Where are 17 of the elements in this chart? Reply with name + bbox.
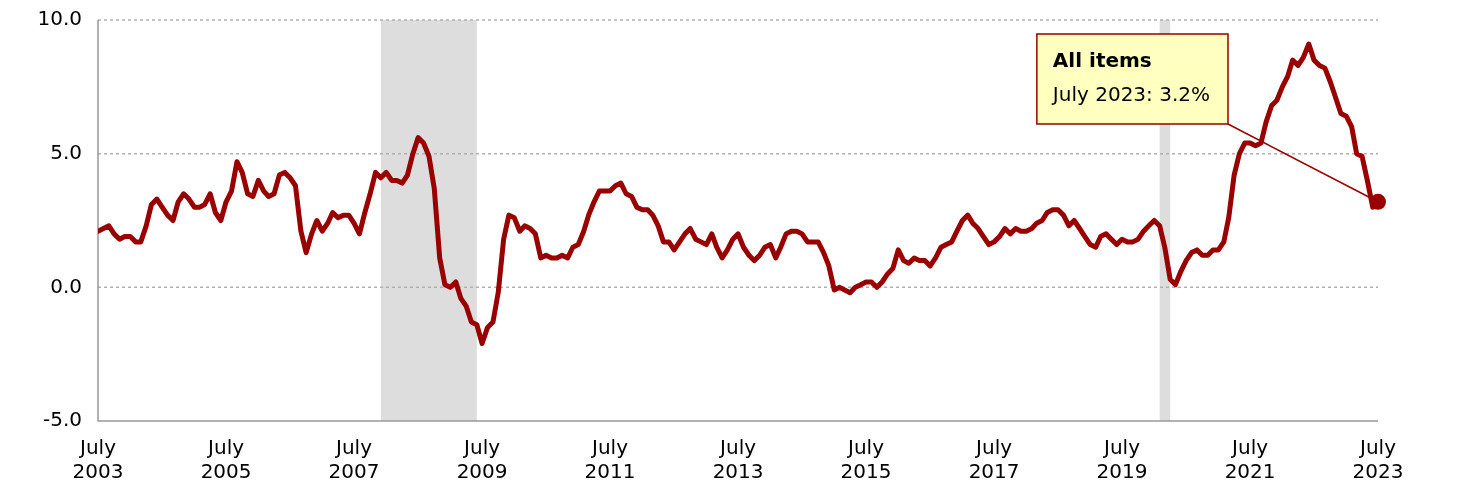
annotation: July 2023: 3.2% <box>1050 82 1211 107</box>
x-tick-label: July 2011 <box>584 435 636 484</box>
x-tick-label: July 2009 <box>456 435 508 484</box>
x-tick-label: July 2005 <box>200 435 252 484</box>
x-tick-label: July 2013 <box>712 435 764 484</box>
y-tick-label: 5.0 <box>50 139 82 164</box>
x-tick-label: July 2019 <box>1096 435 1148 484</box>
x-tick-label: July 2021 <box>1224 435 1276 484</box>
x-tick-label: July 2023 <box>1352 435 1404 484</box>
y-tick-label: 10.0 <box>37 6 82 31</box>
y-tick-label: -5.0 <box>42 407 82 432</box>
x-tick-label: July 2015 <box>840 435 892 484</box>
text: All items <box>1052 48 1152 73</box>
x-tick-label: July 2003 <box>72 435 124 484</box>
x-tick-label: July 2017 <box>968 435 1020 484</box>
x-tick-label: July 2007 <box>328 435 380 484</box>
y-tick-label: 0.0 <box>50 273 82 298</box>
